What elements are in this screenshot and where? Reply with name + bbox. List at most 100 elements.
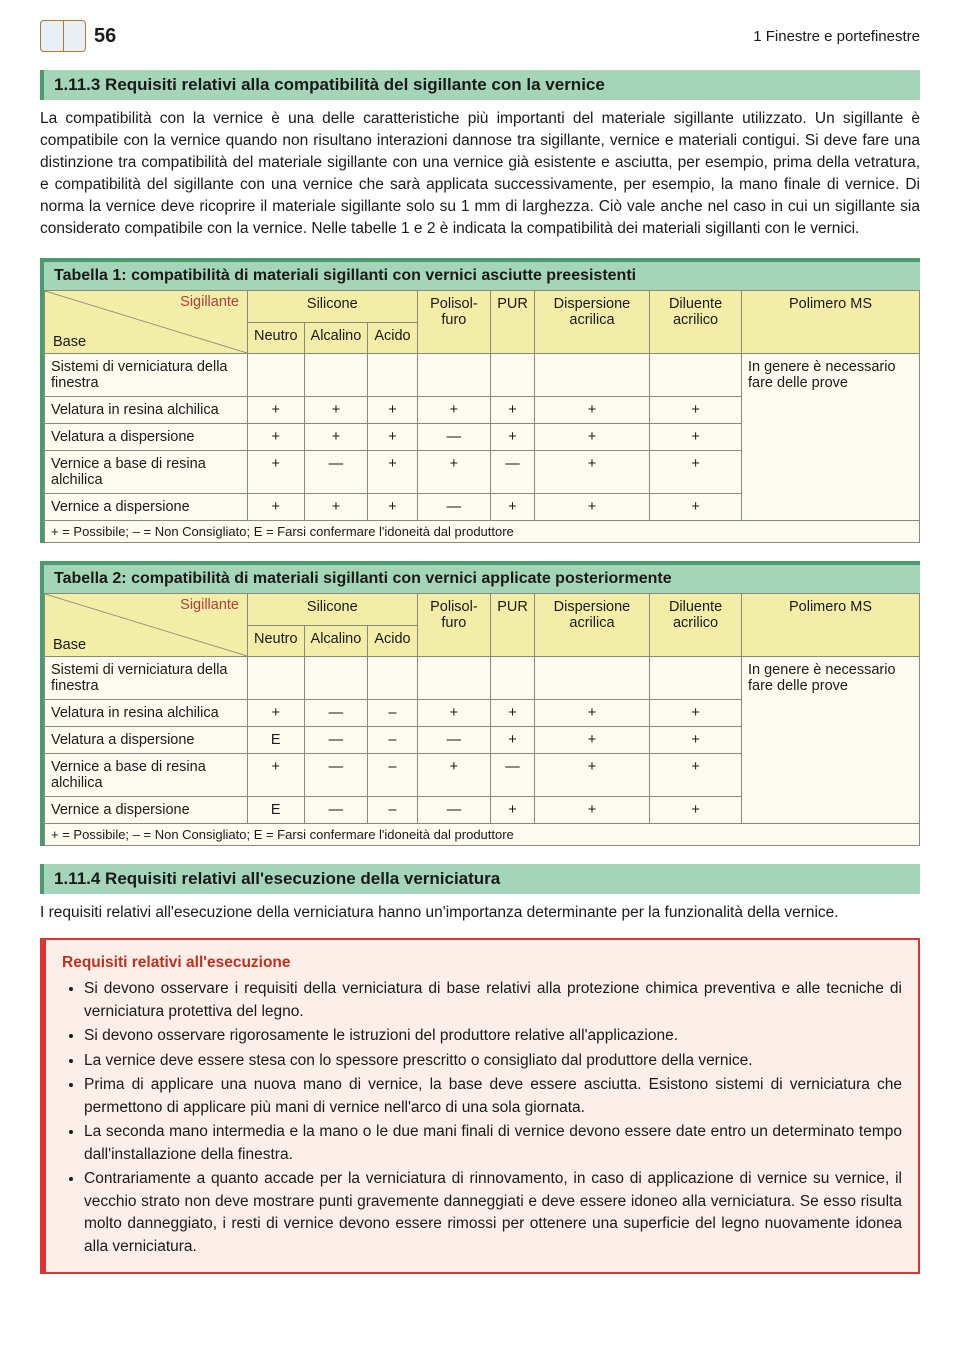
section-114-body: I requisiti relativi all'esecuzione dell… [40,902,920,924]
col-silicone: Silicone [248,594,418,626]
cell: + [248,494,305,521]
col-neutro: Neutro [248,322,305,354]
cell: + [248,424,305,451]
requirements-box: Requisiti relativi all'esecuzione Si dev… [40,938,920,1274]
cell: + [417,397,491,424]
cell: + [491,727,535,754]
cell: — [417,424,491,451]
cell: + [248,700,305,727]
row-label: Velatura a dispersione [45,424,248,451]
cell: + [304,397,368,424]
cell: + [650,727,742,754]
cell: – [368,727,417,754]
row-label: Sistemi di verniciatura della finestra [45,657,248,700]
table-row: Sistemi di verniciatura della finestraIn… [45,657,920,700]
row-label: Vernice a dispersione [45,797,248,824]
row-label: Velatura in resina alchilica [45,700,248,727]
table-2: Tabella 2: compatibilità di materiali si… [40,561,920,846]
requirements-list: Si devono osservare i requisiti della ve… [62,978,902,1258]
cell: + [491,397,535,424]
col-alcalino: Alcalino [304,625,368,657]
row-label: Sistemi di verniciatura della finestra [45,354,248,397]
requirement-item: Si devono osservare i requisiti della ve… [84,978,902,1023]
cell: — [417,494,491,521]
cell: – [368,797,417,824]
cell: + [650,700,742,727]
col-pur: PUR [491,291,535,354]
cell [534,657,649,700]
cell: + [304,494,368,521]
cell: + [368,494,417,521]
table-1-title: Tabella 1: compatibilità di materiali si… [44,262,920,290]
table-1-legend: + = Possibile; – = Non Consigliato; E = … [45,521,920,543]
table-1-grid: Sigillante Base Silicone Polisol-furo PU… [44,290,920,543]
cell: + [368,451,417,494]
cell: + [534,700,649,727]
page-number: 56 [94,25,116,48]
cell: + [491,797,535,824]
table-2-grid: Sigillante Base Silicone Polisol-furo PU… [44,593,920,846]
cell: + [534,397,649,424]
cell: + [368,397,417,424]
cell: + [491,700,535,727]
col-polimero: Polimero MS [742,291,920,354]
cell: + [534,494,649,521]
cell [248,354,305,397]
table-2-title: Tabella 2: compatibilità di materiali si… [44,565,920,593]
col-polisolfuro: Polisol-furo [417,594,491,657]
cell [248,657,305,700]
cell [491,354,535,397]
col-disp-acrilica: Dispersione acrilica [534,594,649,657]
cell: — [417,797,491,824]
col-pur: PUR [491,594,535,657]
requirements-title: Requisiti relativi all'esecuzione [62,952,902,974]
requirement-item: Prima di applicare una nuova mano di ver… [84,1074,902,1119]
rowspan-note: In genere è necessario fare delle prove [742,657,920,824]
cell: + [417,700,491,727]
col-polisolfuro: Polisol-furo [417,291,491,354]
col-disp-acrilica: Dispersione acrilica [534,291,649,354]
cell [491,657,535,700]
page-header: 56 1 Finestre e portefinestre [40,20,920,52]
cell: + [650,797,742,824]
cell: E [248,727,305,754]
cell: + [368,424,417,451]
cell [368,657,417,700]
cell: + [534,754,649,797]
cell: + [417,451,491,494]
table-row: Sistemi di verniciatura della finestraIn… [45,354,920,397]
cell [368,354,417,397]
cell: — [304,797,368,824]
rowspan-note: In genere è necessario fare delle prove [742,354,920,521]
col-diluente: Diluente acrilico [650,291,742,354]
cell [304,354,368,397]
cell [417,657,491,700]
cell: + [650,451,742,494]
window-icon [40,20,86,52]
cell [534,354,649,397]
row-label: Vernice a dispersione [45,494,248,521]
cell: — [304,727,368,754]
cell: + [650,397,742,424]
requirement-item: La vernice deve essere stesa con lo spes… [84,1050,902,1072]
cell: + [650,494,742,521]
table-2-legend: + = Possibile; – = Non Consigliato; E = … [45,824,920,846]
row-label: Vernice a base di resina alchilica [45,754,248,797]
cell: — [491,451,535,494]
cell: — [491,754,535,797]
cell [304,657,368,700]
cell: – [368,700,417,727]
section-114-title: 1.11.4 Requisiti relativi all'esecuzione… [40,864,920,894]
cell: — [417,727,491,754]
diagonal-header: Sigillante Base [45,594,248,657]
col-silicone: Silicone [248,291,418,323]
table-1: Tabella 1: compatibilità di materiali si… [40,258,920,543]
col-diluente: Diluente acrilico [650,594,742,657]
cell: + [248,397,305,424]
section-113-body: La compatibilità con la vernice è una de… [40,108,920,240]
requirement-item: Contrariamente a quanto accade per la ve… [84,1168,902,1258]
page: 56 1 Finestre e portefinestre 1.11.3 Req… [0,0,960,1304]
col-polimero: Polimero MS [742,594,920,657]
cell [650,354,742,397]
diagonal-header: Sigillante Base [45,291,248,354]
